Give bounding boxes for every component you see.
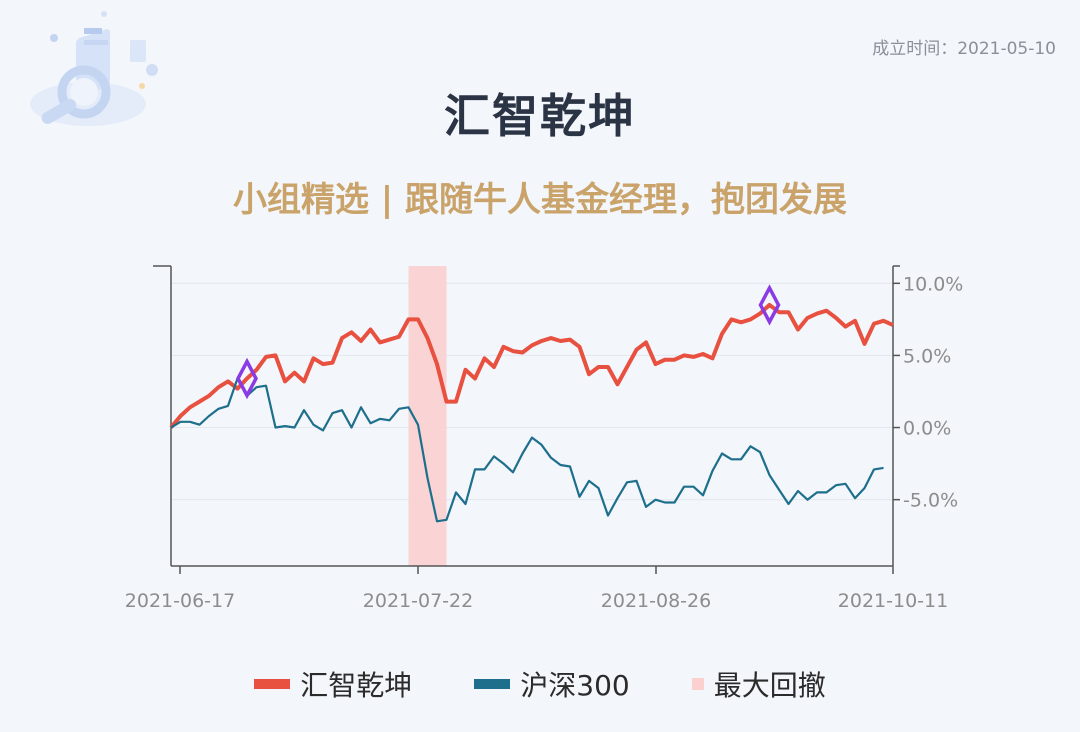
y-tick-label: 10.0% <box>903 273 963 295</box>
x-tick-label: 2021-07-22 <box>363 590 473 612</box>
founded-date: 成立时间：2021-05-10 <box>872 39 1056 59</box>
legend: 汇智乾坤 沪深300 最大回撤 <box>0 664 1080 704</box>
legend-label-index: 沪深300 <box>520 669 630 702</box>
fund-series-line <box>169 302 894 429</box>
drawdown-band-layer <box>408 266 447 566</box>
legend-item-fund: 汇智乾坤 <box>254 664 412 704</box>
axes <box>153 265 900 574</box>
diamond-marker <box>236 357 258 400</box>
legend-item-index: 沪深300 <box>474 664 630 704</box>
y-tick-label: 0.0% <box>903 418 951 440</box>
magnifier-illustration-icon <box>30 11 158 126</box>
x-tick-label: 2021-10-11 <box>838 590 948 612</box>
diamond-marker <box>758 284 781 326</box>
legend-label-drawdown: 最大回撤 <box>713 669 826 702</box>
drawdown-band <box>408 266 447 566</box>
legend-swatch-fund <box>254 679 291 689</box>
index-series-line <box>170 377 884 523</box>
marker-layer <box>236 284 781 400</box>
page-title: 汇智乾坤 <box>444 89 636 143</box>
series-layer <box>169 302 894 523</box>
legend-swatch-index <box>474 679 511 689</box>
legend-item-drawdown: 最大回撤 <box>691 664 826 704</box>
performance-chart: 10.0% 5.0% 0.0% -5.0% 2021-06-17 2021-07-22 20… <box>125 265 964 612</box>
y-tick-label: 5.0% <box>903 345 951 367</box>
y-tick-label: -5.0% <box>903 490 958 512</box>
tick-labels: 10.0% 5.0% 0.0% -5.0% 2021-06-17 2021-07-22 20… <box>125 273 964 612</box>
legend-label-fund: 汇智乾坤 <box>300 669 413 702</box>
gridlines <box>171 282 893 501</box>
x-tick-label: 2021-08-26 <box>601 590 711 612</box>
page-subtitle: 小组精选 | 跟随牛人基金经理，抱团发展 <box>232 180 848 220</box>
x-tick-label: 2021-06-17 <box>125 590 235 612</box>
legend-swatch-drawdown <box>691 678 704 690</box>
